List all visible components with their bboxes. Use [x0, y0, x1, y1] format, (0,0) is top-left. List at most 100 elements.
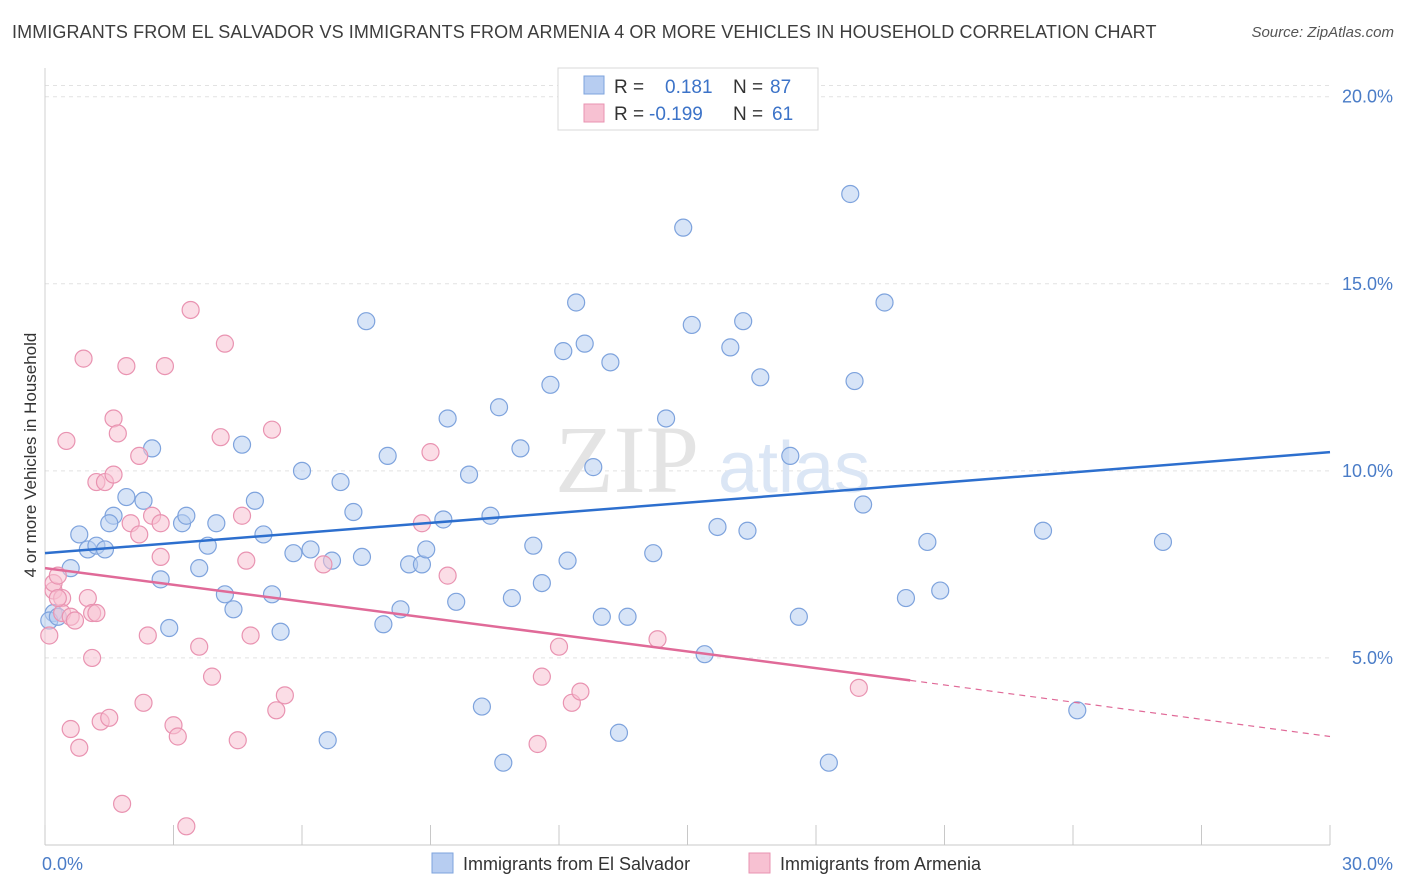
y-axis-label: 4 or more Vehicles in Household [21, 333, 40, 578]
armenia-point-35 [168, 727, 187, 746]
el-salvador-point-18 [224, 600, 243, 619]
trend-line-el-salvador [44, 450, 1331, 555]
x-tick-label-0: 0.0% [42, 854, 83, 874]
armenia-point-23 [112, 794, 132, 813]
armenia-point-33 [155, 356, 175, 376]
el-salvador-point-17 [215, 585, 234, 604]
el-salvador-point-86 [100, 514, 119, 533]
el-salvador-point-43 [472, 697, 491, 716]
grid-lines [45, 84, 1330, 659]
el-salvador-point-24 [284, 544, 303, 563]
armenia-point-36 [177, 817, 196, 836]
el-salvador-point-53 [558, 551, 577, 570]
el-salvador-point-27 [318, 731, 337, 750]
el-salvador-point-2 [70, 525, 89, 544]
legend-r-label-1: R = [614, 77, 644, 98]
armenia-point-60 [48, 588, 67, 608]
armenia-point-19 [100, 708, 119, 727]
el-salvador-point-75 [845, 371, 864, 391]
el-salvador-point-22 [262, 585, 282, 604]
legend-n-label-1: N = [733, 77, 763, 98]
el-salvador-point-61 [644, 544, 663, 563]
el-salvador-point-64 [682, 315, 701, 335]
el-salvador-point-81 [1033, 521, 1053, 540]
el-salvador-point-49 [524, 536, 543, 555]
el-salvador-point-16 [207, 514, 226, 533]
armenia-point-24 [117, 356, 136, 376]
armenia-point-58 [648, 630, 667, 649]
y-tick-label-3: 20.0% [1342, 87, 1393, 107]
armenia-point-47 [267, 701, 286, 720]
armenia-point-42 [228, 731, 247, 750]
armenia-point-28 [134, 693, 153, 712]
el-salvador-point-74 [841, 184, 860, 204]
armenia-point-53 [528, 734, 547, 754]
armenia-point-32 [151, 514, 170, 533]
armenia-point-52 [438, 566, 457, 585]
el-salvador-point-26 [301, 540, 320, 559]
source-label: Source: ZipAtlas.com [1251, 24, 1394, 41]
armenia-point-6 [57, 431, 76, 451]
armenia-point-29 [138, 626, 157, 645]
armenia-point-54 [532, 667, 551, 686]
legend-r-label-2: R = [614, 104, 644, 125]
el-salvador-point-56 [584, 458, 603, 477]
el-salvador-point-14 [190, 559, 209, 578]
el-salvador-point-44 [481, 506, 500, 525]
el-salvador-point-80 [931, 581, 950, 600]
bottom-legend-swatch-blue [431, 852, 454, 874]
armenia-point-40 [211, 428, 230, 447]
armenia-point-22 [108, 424, 127, 443]
legend-n-value-1: 87 [770, 77, 791, 98]
armenia-point-9 [65, 611, 85, 630]
trend-line-armenia [44, 566, 911, 682]
armenia-point-26 [130, 446, 149, 465]
el-salvador-point-71 [781, 446, 800, 465]
legend-swatch-blue [583, 75, 605, 95]
legend-box: R = 0.181 N = 87 R = -0.199 N = 61 [557, 67, 819, 131]
legend-n-label-2: N = [733, 104, 763, 125]
x-tick-label-1: 30.0% [1342, 854, 1393, 874]
armenia-point-57 [571, 682, 590, 701]
armenia-point-38 [190, 637, 209, 656]
el-salvador-point-33 [374, 615, 393, 634]
trend-line-armenia-extension [910, 679, 1331, 738]
bottom-legend-label-pink: Immigrants from Armenia [780, 854, 982, 874]
el-salvador-point-83 [1153, 532, 1173, 552]
el-salvador-point-13 [177, 506, 196, 525]
el-salvador-point-52 [554, 342, 573, 361]
armenia-point-59 [849, 678, 868, 697]
armenia-point-44 [237, 551, 256, 570]
legend-r-value-2: -0.199 [649, 104, 703, 125]
chart-title: IMMIGRANTS FROM EL SALVADOR VS IMMIGRANT… [12, 22, 1157, 42]
el-salvador-point-7 [117, 487, 136, 507]
el-salvador-point-37 [412, 555, 432, 574]
bottom-legend-swatch-pink [748, 852, 771, 874]
el-salvador-point-40 [438, 409, 457, 428]
armenia-point-51 [421, 443, 440, 462]
armenia-point-15 [87, 603, 106, 623]
el-salvador-point-82 [1068, 701, 1087, 720]
el-salvador-point-31 [352, 547, 372, 567]
el-salvador-point-38 [417, 540, 436, 559]
el-salvador-point-77 [875, 293, 894, 312]
armenia-point-20 [104, 465, 123, 484]
el-salvador-point-78 [896, 588, 916, 608]
legend-r-value-1: 0.181 [665, 77, 713, 98]
watermark: ZIP atlas [555, 406, 870, 513]
armenia-point-12 [78, 588, 97, 608]
el-salvador-point-11 [160, 618, 179, 638]
el-salvador-point-63 [674, 218, 693, 237]
el-salvador-point-30 [344, 502, 363, 522]
series-el-salvador-points [40, 184, 1173, 772]
el-salvador-point-66 [708, 517, 727, 537]
armenia-point-21 [104, 409, 123, 428]
el-salvador-point-34 [378, 446, 397, 465]
el-salvador-point-54 [567, 293, 586, 312]
armenia-point-48 [275, 686, 294, 705]
el-salvador-point-23 [271, 622, 290, 641]
el-salvador-point-68 [734, 312, 753, 331]
armenia-point-11 [74, 349, 93, 368]
el-salvador-point-50 [532, 573, 551, 593]
